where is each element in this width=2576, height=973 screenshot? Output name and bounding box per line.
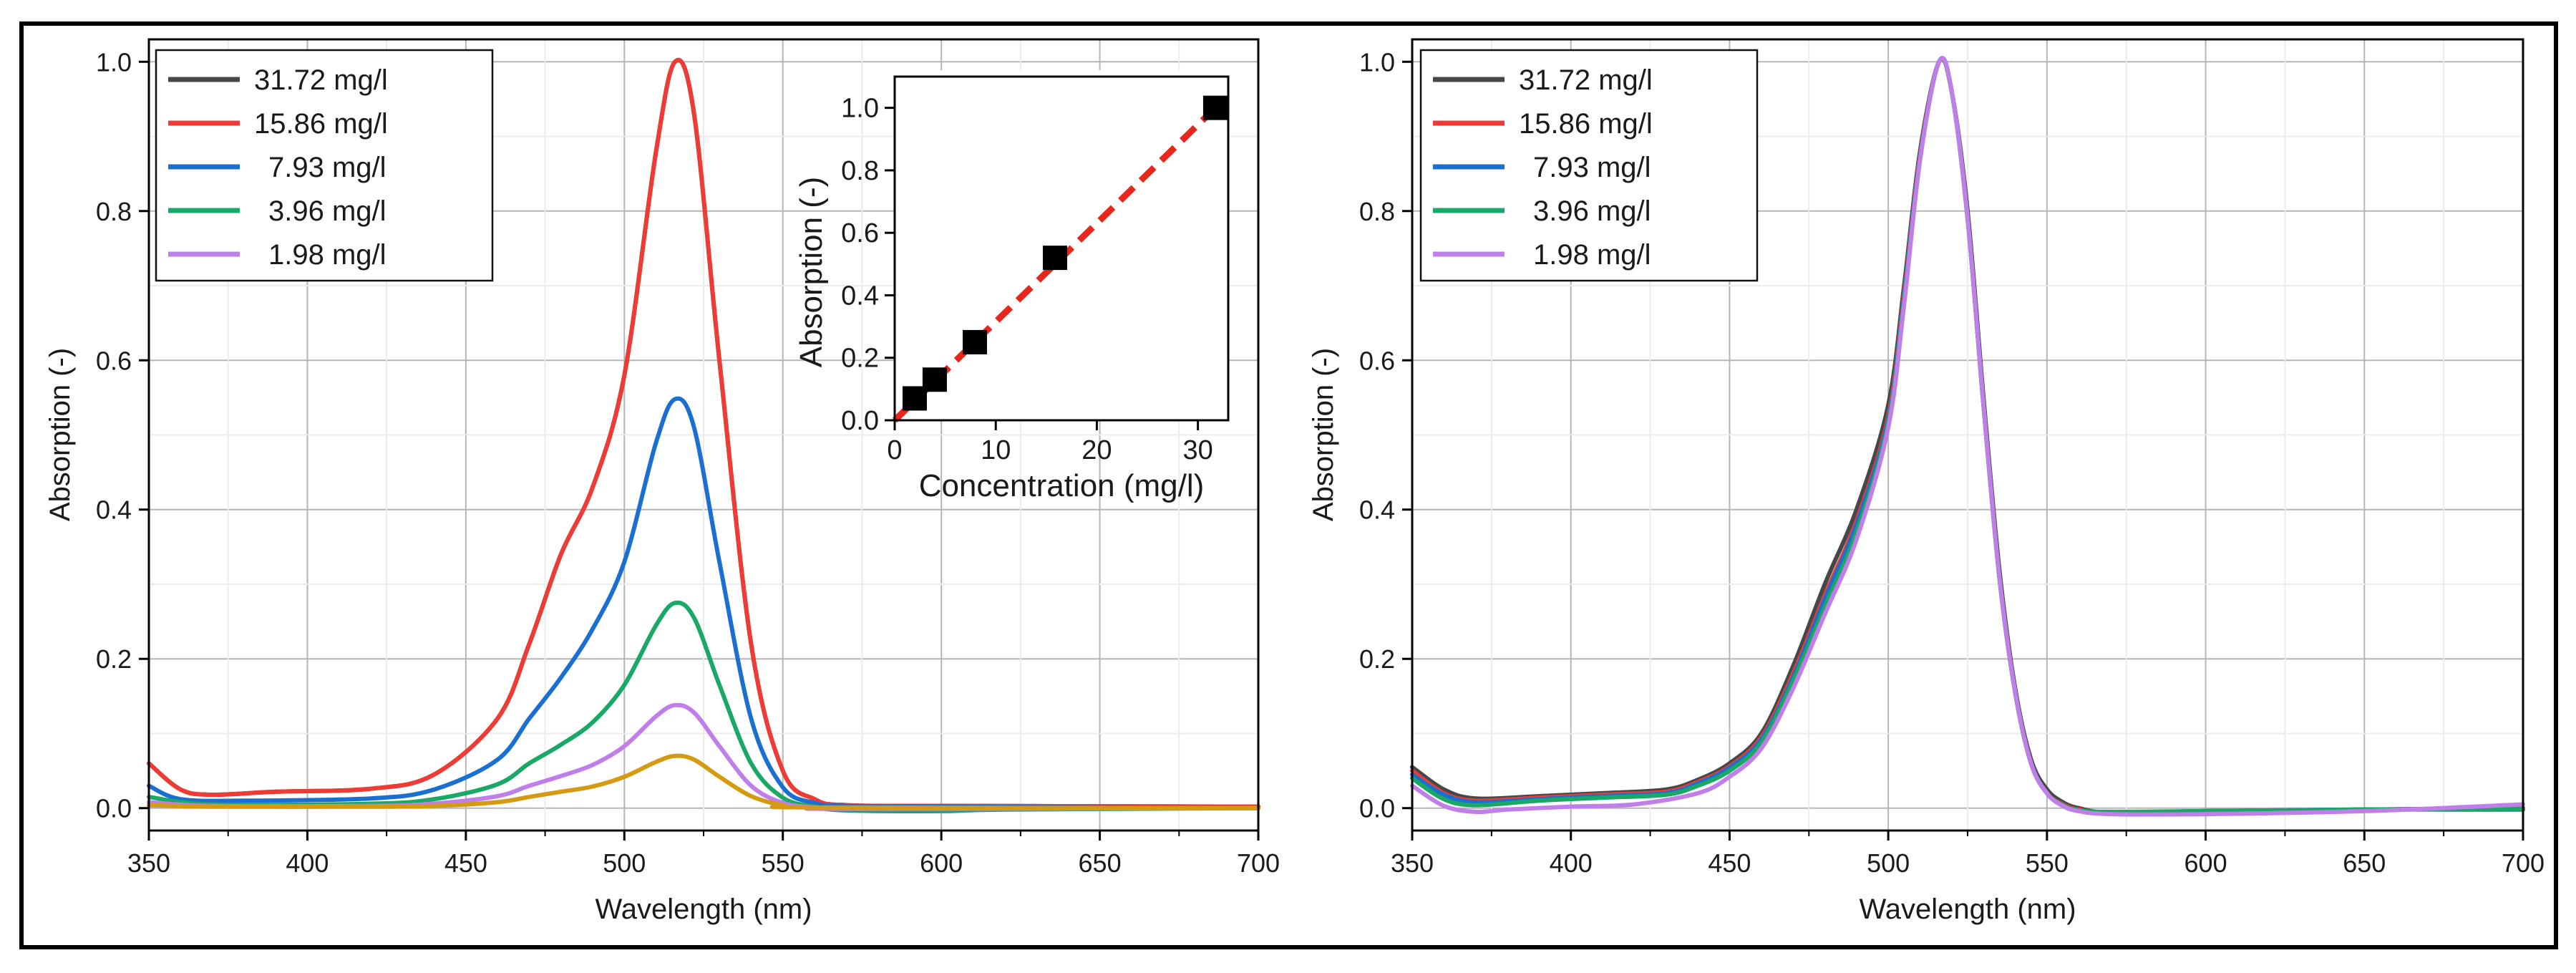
inset-x-axis-label: Concentration (mg/l) [919, 468, 1205, 503]
left-series-line-6 [147, 753, 1260, 810]
left-plot-area [147, 57, 1260, 813]
inset-y-tick-label: 0.2 [841, 344, 879, 374]
left-y-tick-label: 0.2 [96, 644, 132, 674]
left-y-tick-label: 0.6 [96, 346, 132, 375]
right-y-tick-label: 1.0 [1359, 47, 1395, 77]
left-x-axis-label: Wavelength (nm) [595, 894, 812, 925]
left-ticks: 350 400 450 500 550 600 650 700 0.0 0.2 0.4 0.6 0.8 1… [96, 47, 1280, 878]
right-legend-label-3: 7.93 mg/l [1533, 152, 1651, 183]
right-y-tick-label: 0.6 [1359, 346, 1395, 375]
right-legend: 31.72 mg/l 15.86 mg/l 7.93 mg/l 3.96 mg/… [1419, 49, 1759, 282]
inset-x-tick-label: 10 [981, 435, 1011, 465]
right-chart: 350 400 450 500 550 600 650 700 0.0 0.2 0.4 0.6 0.8 1… [1308, 38, 2545, 925]
inset-y-tick-label: 1.0 [841, 94, 879, 124]
left-series-line-4 [147, 600, 1260, 813]
left-y-tick-label: 0.0 [96, 794, 132, 823]
right-y-tick-label: 0.2 [1359, 644, 1395, 674]
left-legend-label-5: 1.98 mg/l [268, 239, 387, 271]
left-series-line-2 [147, 57, 1260, 809]
right-x-tick-label: 450 [1708, 848, 1751, 878]
left-x-tick-label: 550 [762, 848, 805, 878]
inset-x-tick-label: 20 [1082, 435, 1112, 465]
right-ticks: 350 400 450 500 550 600 650 700 0.0 0.2 0.4 0.6 0.8 1… [1359, 47, 2545, 878]
left-x-tick-label: 400 [286, 848, 329, 878]
inset-data-point [1042, 246, 1067, 271]
inset-y-tick-label: 0.6 [841, 218, 879, 248]
left-legend-label-4: 3.96 mg/l [268, 195, 387, 227]
right-y-tick-label: 0.4 [1359, 495, 1395, 525]
right-x-tick-label: 700 [2502, 848, 2545, 878]
inset-data-point [922, 367, 947, 392]
left-y-tick-label: 0.4 [96, 495, 132, 525]
left-x-tick-label: 600 [920, 848, 963, 878]
left-legend-label-1: 31.72 mg/l [254, 64, 388, 96]
right-legend-label-2: 15.86 mg/l [1519, 108, 1653, 140]
right-legend-label-4: 3.96 mg/l [1533, 195, 1651, 227]
inset-y-tick-label: 0.4 [841, 281, 879, 311]
left-chart: 350 400 450 500 550 600 650 700 0.0 0.2 0.4 0.6 0.8 1… [44, 38, 1280, 925]
inset-y-tick-label: 0.0 [841, 406, 879, 436]
left-y-tick-label: 0.8 [96, 197, 132, 226]
inset-plot-area [892, 95, 1228, 423]
right-x-tick-label: 350 [1391, 848, 1434, 878]
right-y-axis-label: Absorption (-) [1308, 348, 1339, 521]
right-x-tick-label: 500 [1867, 848, 1910, 878]
right-plot-area [1410, 55, 2525, 817]
left-x-tick-label: 450 [444, 848, 487, 878]
inset-data-point [1202, 95, 1228, 120]
left-legend: 31.72 mg/l 15.86 mg/l 7.93 mg/l 3.96 mg/… [155, 49, 494, 282]
left-x-tick-label: 700 [1237, 848, 1280, 878]
inset-x-tick-label: 30 [1182, 435, 1212, 465]
inset-y-tick-label: 0.8 [841, 156, 879, 186]
inset-axes-frame [893, 75, 1230, 422]
right-legend-label-1: 31.72 mg/l [1519, 64, 1653, 96]
right-x-axis-label: Wavelength (nm) [1859, 894, 2076, 925]
right-x-tick-label: 400 [1550, 848, 1593, 878]
left-x-tick-label: 350 [127, 848, 170, 878]
left-x-tick-label: 650 [1079, 848, 1122, 878]
right-x-tick-label: 550 [2026, 848, 2069, 878]
inset-fit-line [892, 105, 1218, 423]
inset-y-axis-label: Absorption (-) [794, 177, 829, 368]
inset-background [895, 70, 1228, 421]
right-series-line-5 [1410, 55, 2525, 817]
left-y-tick-label: 1.0 [96, 47, 132, 77]
right-x-tick-label: 600 [2184, 848, 2227, 878]
right-legend-label-5: 1.98 mg/l [1533, 239, 1651, 271]
left-x-tick-label: 500 [603, 848, 646, 878]
inset-chart: 0 10 20 30 0.0 0.2 0.4 0.6 0.8 1.0 Concentration … [794, 70, 1230, 503]
inset-data-point [962, 329, 987, 354]
right-x-tick-label: 650 [2343, 848, 2386, 878]
left-legend-label-2: 15.86 mg/l [254, 108, 388, 140]
left-y-axis-label: Absorption (-) [44, 348, 76, 521]
right-y-tick-label: 0.8 [1359, 197, 1395, 226]
left-legend-label-3: 7.93 mg/l [268, 152, 387, 183]
inset-x-tick-label: 0 [887, 435, 902, 465]
inset-ticks: 0 10 20 30 0.0 0.2 0.4 0.6 0.8 1.0 [841, 94, 1213, 465]
right-y-tick-label: 0.0 [1359, 794, 1395, 823]
